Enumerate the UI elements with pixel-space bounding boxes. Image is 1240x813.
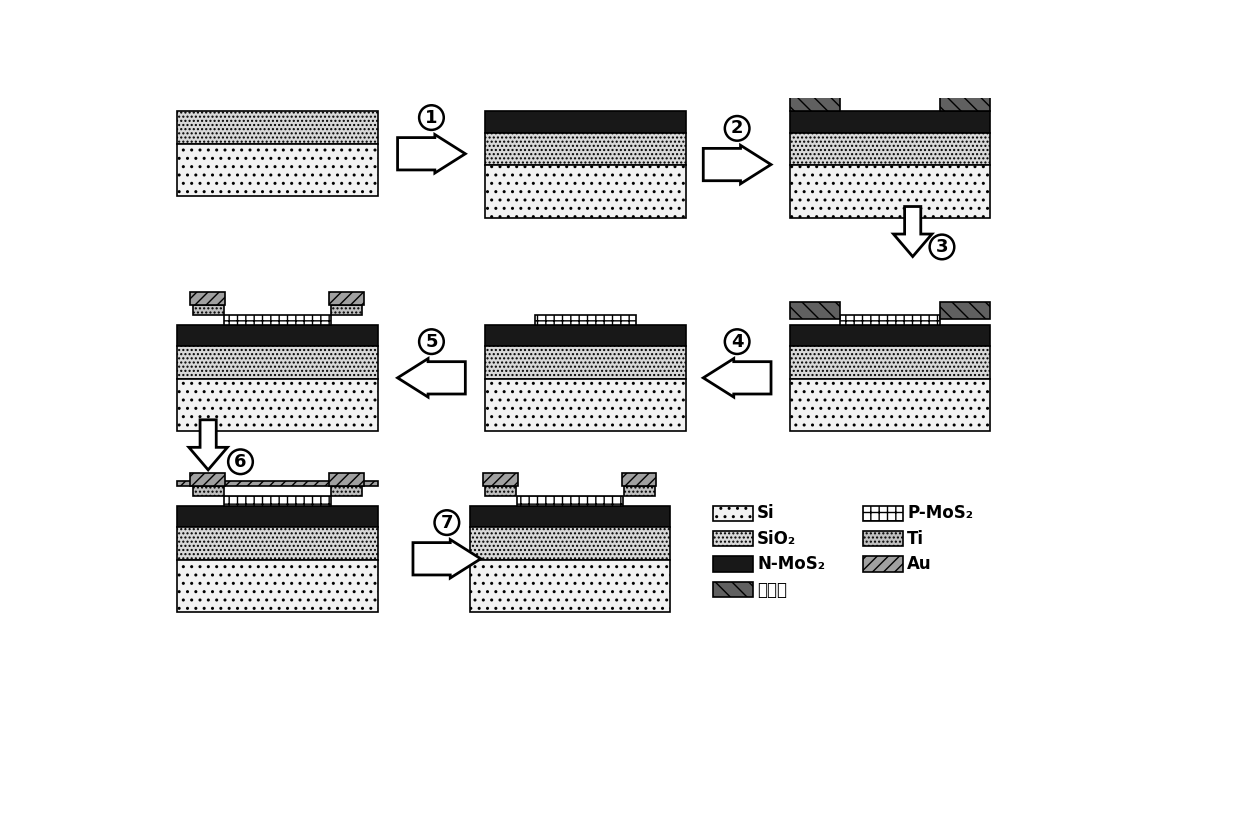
Text: Si: Si — [758, 504, 775, 523]
Bar — [485, 324, 686, 346]
Bar — [224, 315, 331, 324]
Bar — [485, 165, 686, 218]
Bar — [177, 506, 377, 527]
Circle shape — [725, 116, 749, 141]
Bar — [331, 305, 362, 315]
Text: 光刻胶: 光刻胶 — [758, 580, 787, 598]
Bar — [329, 293, 363, 305]
Bar — [485, 346, 686, 379]
Polygon shape — [398, 359, 465, 397]
Bar — [839, 315, 940, 324]
Text: N-MoS₂: N-MoS₂ — [758, 555, 825, 573]
Bar — [790, 111, 990, 133]
Bar — [192, 305, 223, 315]
Bar — [863, 506, 903, 521]
Bar — [177, 527, 377, 559]
Bar — [177, 324, 377, 346]
Bar — [863, 531, 903, 546]
Circle shape — [228, 450, 253, 474]
Circle shape — [725, 329, 749, 354]
Bar — [621, 473, 656, 485]
Circle shape — [419, 105, 444, 130]
Bar — [329, 473, 363, 485]
Bar — [191, 293, 226, 305]
Text: 1: 1 — [425, 109, 438, 127]
Bar — [470, 527, 670, 559]
Bar — [484, 473, 517, 485]
Text: 3: 3 — [936, 238, 949, 256]
Text: 7: 7 — [440, 514, 453, 532]
Bar — [863, 556, 903, 572]
Polygon shape — [398, 134, 465, 173]
Bar — [790, 165, 990, 218]
Bar — [485, 133, 686, 165]
Bar — [177, 481, 377, 486]
Text: Ti: Ti — [908, 530, 924, 548]
Bar — [790, 346, 990, 379]
Bar — [331, 485, 362, 497]
Circle shape — [419, 329, 444, 354]
Text: P-MoS₂: P-MoS₂ — [908, 504, 973, 523]
Bar — [940, 94, 990, 111]
Bar — [517, 497, 624, 506]
Bar — [177, 559, 377, 612]
Bar — [177, 379, 377, 431]
Bar — [940, 302, 990, 319]
Text: 2: 2 — [730, 120, 744, 137]
Bar — [177, 346, 377, 379]
Bar — [790, 379, 990, 431]
Bar — [485, 379, 686, 431]
Text: SiO₂: SiO₂ — [758, 530, 796, 548]
Bar — [470, 506, 670, 527]
Bar — [790, 94, 839, 111]
Bar — [470, 559, 670, 612]
Bar — [624, 485, 655, 497]
Bar — [177, 111, 377, 144]
Bar — [177, 144, 377, 196]
Bar — [713, 506, 753, 521]
Polygon shape — [413, 540, 481, 578]
Text: 6: 6 — [234, 453, 247, 471]
Circle shape — [434, 511, 459, 535]
Polygon shape — [703, 359, 771, 397]
Polygon shape — [188, 420, 227, 470]
Bar — [485, 485, 516, 497]
Bar — [536, 315, 636, 324]
Bar — [713, 531, 753, 546]
Text: Au: Au — [908, 555, 932, 573]
Bar — [191, 473, 226, 485]
Polygon shape — [703, 146, 771, 184]
Text: 4: 4 — [730, 333, 744, 350]
Bar — [790, 324, 990, 346]
Circle shape — [930, 235, 955, 259]
Bar — [713, 582, 753, 598]
Bar — [192, 485, 223, 497]
Bar — [790, 302, 839, 319]
Text: 5: 5 — [425, 333, 438, 350]
Polygon shape — [894, 207, 932, 257]
Bar — [790, 133, 990, 165]
Bar — [713, 556, 753, 572]
Bar — [485, 111, 686, 133]
Bar — [224, 497, 331, 506]
